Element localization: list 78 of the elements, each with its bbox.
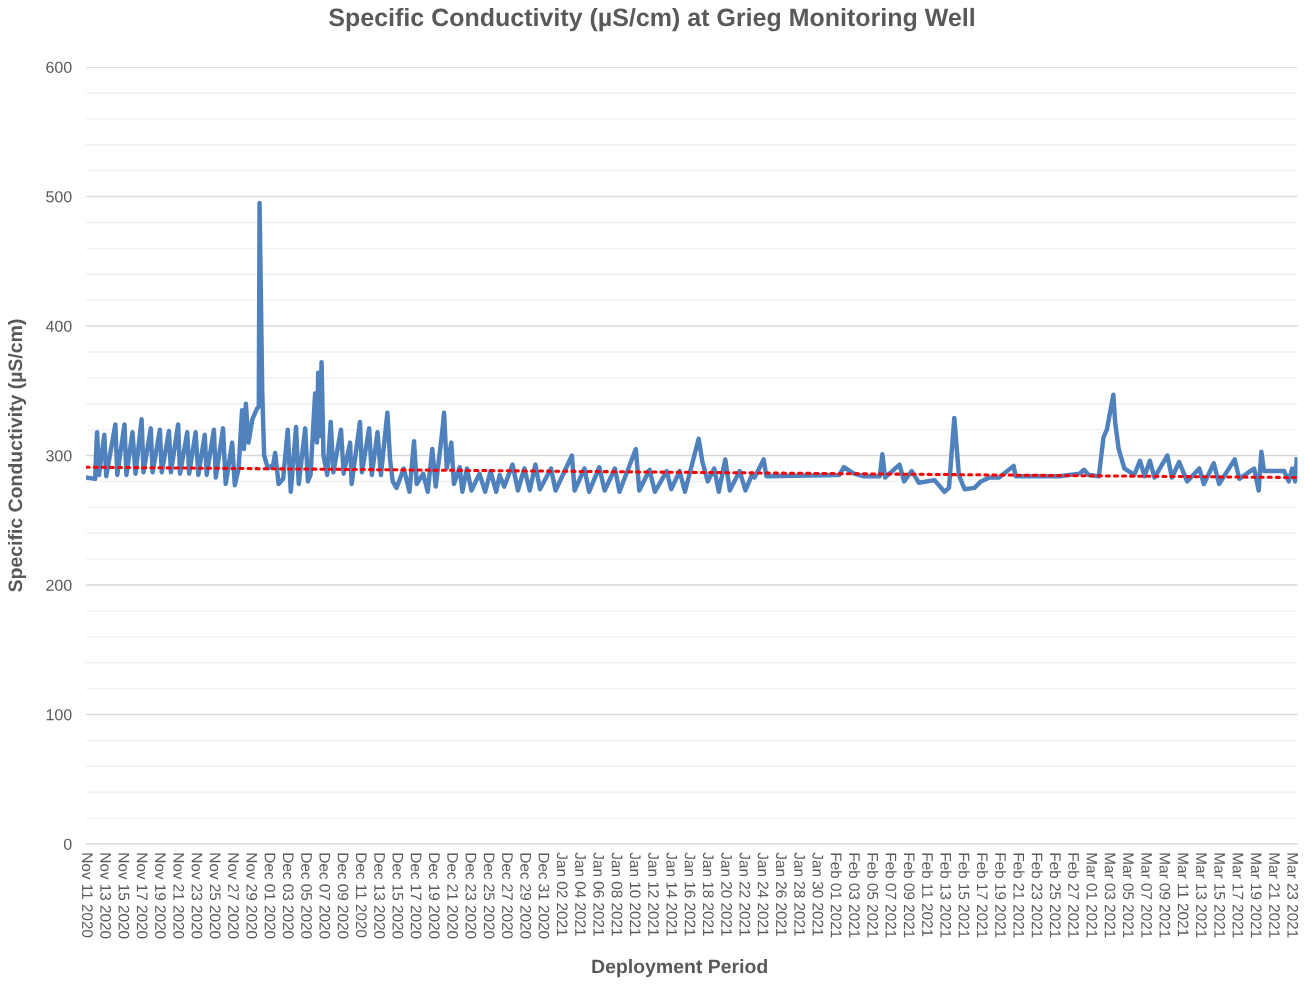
x-tick-label: Jan 02 2021 (556, 852, 568, 936)
x-tick-label: Nov 25 2020 (209, 853, 221, 939)
x-tick-label: Mar 13 2021 (1195, 853, 1207, 938)
x-tick-label: Mar 23 2021 (1287, 853, 1299, 938)
x-tick-label: Mar 09 2021 (1159, 853, 1171, 938)
x-tick-label: Dec 03 2020 (282, 853, 294, 939)
x-tick-label: Feb 01 2021 (830, 853, 842, 938)
x-tick-label: Jan 14 2021 (666, 852, 678, 936)
chart-title: Specific Conductivity (µS/cm) at Grieg Monitoring Well (329, 7, 974, 32)
x-tick-label: Feb 03 2021 (848, 853, 861, 938)
x-tick-label: Feb 27 2021 (1068, 853, 1080, 938)
x-tick-label: Dec 15 2020 (392, 853, 404, 939)
x-tick-label: Jan 18 2021 (702, 852, 714, 936)
x-tick-label: Jan 12 2021 (648, 852, 659, 936)
x-tick-label: Dec 09 2020 (337, 853, 349, 939)
x-axis-title: Deployment Period (592, 959, 767, 978)
x-tick-label: Jan 30 2021 (812, 852, 824, 936)
x-tick-label: Jan 04 2021 (575, 852, 586, 936)
x-tick-label: Feb 25 2021 (1049, 853, 1062, 938)
x-tick-label: Mar 21 2021 (1269, 853, 1280, 938)
y-axis-title: Specific Conductivity (µS/cm) (7, 319, 27, 592)
x-tick-label: Dec 21 2020 (447, 853, 459, 939)
x-tick-label: Feb 15 2021 (958, 853, 970, 938)
x-tick-label: Dec 31 2020 (538, 853, 550, 939)
x-tick-label: Feb 13 2021 (940, 853, 952, 938)
line-series (86, 200, 1298, 495)
x-tick-label: Jan 24 2021 (757, 852, 769, 936)
x-tick-label: Mar 07 2021 (1141, 853, 1153, 938)
x-tick-label: Mar 11 2021 (1177, 853, 1189, 937)
x-tick-label: Mar 05 2021 (1122, 853, 1134, 938)
x-tick-label: Mar 03 2021 (1104, 853, 1116, 938)
x-tick-label: Dec 27 2020 (502, 853, 513, 939)
x-tick-label: Jan 10 2021 (629, 852, 641, 936)
y-tick-label: 100 (46, 709, 72, 721)
x-tick-label: Dec 23 2020 (465, 853, 477, 939)
x-tick-label: Mar 15 2021 (1214, 853, 1226, 938)
x-tick-label: Nov 23 2020 (191, 853, 203, 939)
x-tick-label: Feb 09 2021 (903, 853, 915, 938)
x-tick-label: Jan 06 2021 (593, 852, 605, 936)
x-tick-label: Dec 05 2020 (301, 853, 312, 939)
x-tick-label: Mar 19 2021 (1250, 853, 1262, 938)
x-tick-label: Feb 07 2021 (885, 853, 897, 938)
x-tick-label: Dec 13 2020 (374, 853, 385, 939)
x-tick-label: Jan 26 2021 (775, 852, 787, 936)
x-tick-label: Jan 28 2021 (794, 852, 806, 936)
x-tick-label: Dec 11 2020 (355, 853, 367, 938)
x-tick-label: Nov 13 2020 (100, 853, 112, 939)
x-tick-label: Jan 16 2021 (684, 852, 696, 936)
x-tick-label: Feb 19 2021 (995, 853, 1007, 938)
y-tick-label: 400 (45, 320, 72, 332)
x-tick-label: Nov 19 2020 (155, 853, 166, 939)
x-tick-label: Nov 27 2020 (228, 853, 239, 939)
y-tick-label: 0 (63, 838, 72, 850)
x-tick-label: Feb 05 2021 (867, 853, 879, 938)
x-tick-label: Feb 23 2021 (1031, 853, 1043, 938)
x-tick-label: Nov 17 2020 (136, 853, 148, 939)
x-tick-label: Feb 11 2021 (922, 853, 934, 937)
x-tick-label: Dec 29 2020 (520, 853, 532, 939)
x-tick-label: Mar 17 2021 (1232, 853, 1244, 938)
x-tick-label: Nov 21 2020 (173, 853, 185, 939)
x-tick-label: Dec 19 2020 (428, 853, 440, 939)
x-tick-label: Jan 08 2021 (611, 852, 623, 936)
y-tick-label: 200 (46, 579, 72, 591)
x-tick-label: Feb 17 2021 (976, 853, 989, 938)
x-tick-label: Nov 29 2020 (246, 853, 258, 939)
x-tick-label: Nov 15 2020 (118, 853, 130, 939)
x-tick-label: Jan 20 2021 (721, 852, 732, 936)
y-tick-label: 600 (46, 61, 72, 73)
y-tick-label: 300 (46, 450, 72, 462)
x-tick-label: Dec 01 2020 (264, 853, 276, 939)
y-tick-label: 500 (46, 191, 72, 203)
x-tick-label: Dec 17 2020 (410, 853, 422, 939)
x-tick-label: Jan 22 2021 (739, 852, 751, 936)
x-tick-label: Feb 21 2021 (1013, 853, 1025, 938)
x-tick-label: Dec 25 2020 (483, 853, 495, 939)
x-tick-label: Mar 01 2021 (1086, 853, 1098, 938)
x-tick-label: Dec 07 2020 (319, 853, 331, 939)
x-tick-label: Nov 11 2020 (81, 853, 93, 938)
